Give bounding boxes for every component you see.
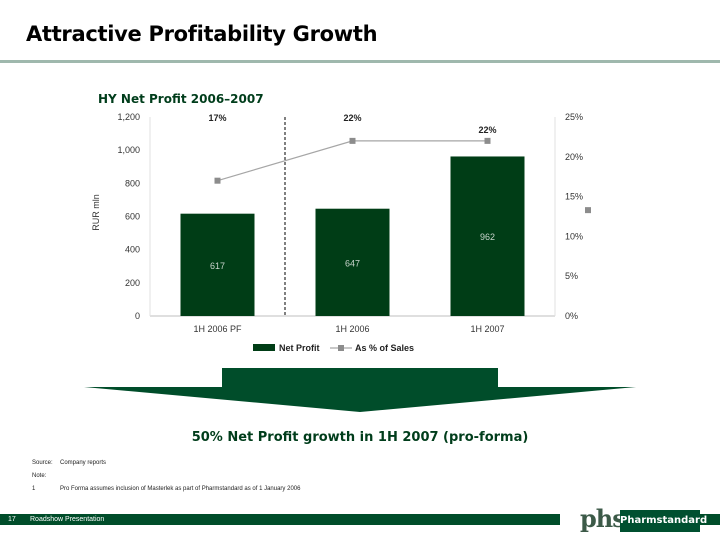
- note1-value: Pro Forma assumes inclusion of Masterlek…: [60, 486, 301, 492]
- pct-marker: [349, 137, 356, 144]
- pharmstandard-logo: phs Pharmstandard: [580, 504, 707, 534]
- down-arrow: [84, 368, 636, 412]
- y2-tick-label: 20%: [565, 152, 583, 162]
- pct-line-series: 17% 22% 22%: [208, 113, 591, 214]
- y-axis-ticks: 0 200 400 600 800 1,000 1,200: [117, 112, 140, 321]
- bar: [450, 156, 525, 316]
- pct-marker: [484, 137, 491, 144]
- y2-tick-label: 5%: [565, 271, 578, 281]
- bar-value-label: 617: [210, 261, 225, 271]
- category-labels: 1H 2006 PF 1H 2006 1H 2007: [193, 324, 504, 334]
- category-label: 1H 2007: [470, 324, 504, 334]
- notes: Source: Company reports Note: 1 Pro Forma …: [32, 460, 300, 499]
- y-axis-label: RUR mln: [91, 194, 101, 231]
- pct-label: 17%: [208, 113, 226, 123]
- logo-mark: phs: [580, 504, 626, 533]
- legend-label: Net Profit: [279, 343, 320, 353]
- y2-tick-label: 15%: [565, 192, 583, 202]
- y-tick-label: 800: [125, 178, 140, 188]
- legend-swatch-net-profit: [253, 344, 275, 351]
- y-tick-label: 200: [125, 278, 140, 288]
- y2-axis-ticks: 0% 5% 10% 15% 20% 25%: [565, 112, 583, 321]
- category-label: 1H 2006: [335, 324, 369, 334]
- legend-label: As % of Sales: [355, 343, 414, 353]
- legend-marker-pct: [338, 345, 344, 351]
- y-tick-label: 0: [135, 311, 140, 321]
- page-number: 17: [8, 516, 16, 523]
- category-label: 1H 2006 PF: [193, 324, 242, 334]
- legend: Net Profit As % of Sales: [253, 343, 414, 353]
- slide-title: Attractive Profitability Growth: [26, 22, 378, 46]
- title-rule: [0, 60, 720, 63]
- bars: 617 647 962: [180, 156, 525, 316]
- footer-bar: [0, 514, 560, 525]
- bar: [315, 208, 390, 316]
- source-value: Company reports: [60, 460, 107, 466]
- note-key: Note:: [32, 473, 47, 479]
- pct-marker: [214, 177, 221, 184]
- bar: [180, 213, 255, 316]
- y-tick-label: 600: [125, 212, 140, 222]
- chart-title: HY Net Profit 2006–2007: [98, 92, 264, 106]
- y2-tick-label: 0%: [565, 311, 578, 321]
- y2-tick-label: 25%: [565, 112, 583, 122]
- pct-legend-marker: [585, 207, 591, 214]
- bar-value-label: 647: [345, 258, 360, 268]
- y-tick-label: 1,200: [117, 112, 140, 122]
- net-profit-chart: 0 200 400 600 800 1,000 1,200 0% 5% 10% 15% 20% 25%…: [84, 112, 636, 412]
- note1-key: 1: [32, 486, 36, 492]
- pct-line: [217, 140, 488, 182]
- bar-value-label: 962: [480, 232, 495, 242]
- y-tick-label: 400: [125, 245, 140, 255]
- pct-label: 22%: [343, 113, 361, 123]
- logo-text: Pharmstandard: [620, 510, 707, 532]
- headline: 50% Net Profit growth in 1H 2007 (pro-fo…: [191, 430, 529, 445]
- source-key: Source:: [32, 460, 53, 466]
- y-tick-label: 1,000: [117, 145, 140, 155]
- footer-text: Roadshow Presentation: [30, 516, 105, 523]
- pct-label: 22%: [478, 125, 496, 135]
- y2-tick-label: 10%: [565, 231, 583, 241]
